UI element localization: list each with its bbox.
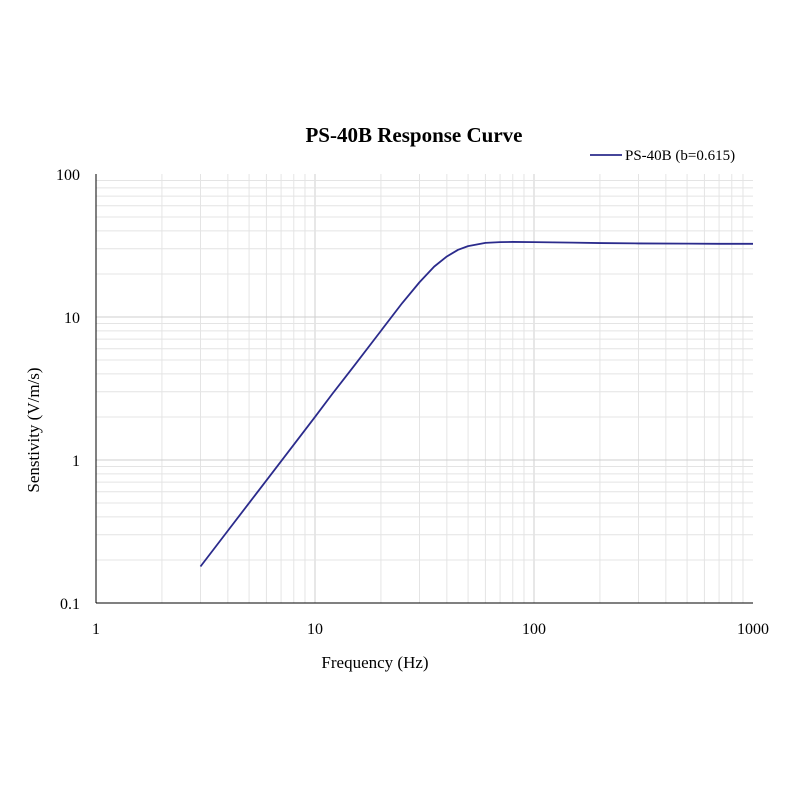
y-tick-label: 0.1: [60, 596, 80, 613]
x-tick-label: 1: [92, 621, 100, 638]
x-tick-label: 100: [522, 621, 546, 638]
legend-label: PS-40B (b=0.615): [625, 148, 735, 164]
series-line: [199, 241, 753, 568]
axes: 1 10 100 1000 100 10 1 0.1: [56, 167, 769, 638]
y-tick-label: 100: [56, 167, 80, 184]
grid: [96, 174, 753, 603]
legend: PS-40B (b=0.615): [590, 148, 735, 164]
y-tick-label: 1: [72, 453, 80, 470]
chart-title: PS-40B Response Curve: [305, 123, 522, 147]
x-axis-label: Frequency (Hz): [321, 653, 428, 672]
y-axis-label: Senstivity (V/m/s): [24, 367, 43, 492]
x-tick-label: 10: [307, 621, 323, 638]
y-tick-label: 10: [64, 310, 80, 327]
x-tick-label: 1000: [737, 621, 769, 638]
series-layer: [199, 241, 753, 568]
